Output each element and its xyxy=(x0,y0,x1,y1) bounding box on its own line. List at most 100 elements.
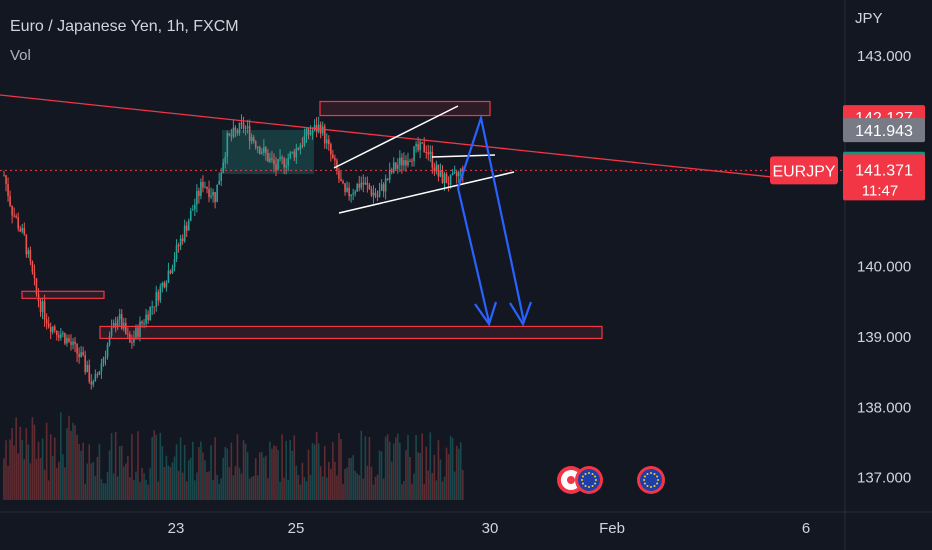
candle-body xyxy=(64,333,66,344)
volume-bar xyxy=(461,470,464,500)
volume-bar xyxy=(224,446,227,500)
volume-bar xyxy=(116,476,119,500)
volume-bar xyxy=(279,481,281,500)
candle-body xyxy=(323,126,326,144)
volume-bar xyxy=(92,462,95,500)
volume-bar xyxy=(356,473,359,500)
candle-body xyxy=(263,147,265,153)
candle-body xyxy=(55,330,58,336)
volume-bar xyxy=(76,434,78,500)
volume-bar xyxy=(143,473,145,500)
volume-bar xyxy=(208,471,210,500)
candle-body xyxy=(328,139,330,145)
volume-bar xyxy=(86,463,89,500)
candle-body xyxy=(348,187,350,197)
demand-zone xyxy=(99,325,603,340)
volume-bar xyxy=(147,484,149,500)
icon-star xyxy=(588,486,590,488)
candle-body xyxy=(185,225,188,231)
volume-bar xyxy=(196,472,198,500)
candle-body xyxy=(33,272,36,279)
icon-star xyxy=(646,485,649,488)
volume-bar xyxy=(244,443,247,500)
candle-body xyxy=(96,374,99,376)
candle-body xyxy=(238,122,241,134)
candle-body xyxy=(29,250,32,262)
volume-bar xyxy=(137,431,139,500)
volume-bar xyxy=(315,431,318,500)
time-axis[interactable]: 23 25 30 Feb 6 xyxy=(0,511,932,537)
icon-star xyxy=(643,482,646,485)
volume-bar xyxy=(104,483,107,500)
volume-bar xyxy=(37,441,40,500)
candle-body xyxy=(133,337,135,343)
volume-bar xyxy=(33,424,36,500)
volume-bar xyxy=(368,436,371,500)
volume-bar xyxy=(289,440,292,500)
time-tick-label: 30 xyxy=(482,520,499,537)
candle-body xyxy=(419,142,421,151)
candle-body xyxy=(200,181,202,196)
volume-bar xyxy=(202,452,204,500)
candle-body xyxy=(53,326,56,331)
volume-bar xyxy=(340,439,342,500)
volume-bar xyxy=(447,454,450,500)
candle-body xyxy=(25,234,28,255)
volume-indicator-label[interactable]: Vol xyxy=(10,47,31,64)
volume-histogram xyxy=(3,412,464,500)
volume-bar xyxy=(285,440,287,500)
volume-bar xyxy=(305,481,308,500)
candle-body xyxy=(41,301,44,312)
volume-bar xyxy=(212,479,214,500)
candle-body xyxy=(78,353,80,358)
volume-bar xyxy=(82,442,84,500)
volume-bar xyxy=(403,480,405,500)
volume-bar xyxy=(269,441,271,500)
volume-bar xyxy=(155,434,158,500)
candle-body xyxy=(421,142,423,144)
volume-bar xyxy=(364,436,367,500)
volume-bar xyxy=(325,477,328,500)
volume-bar xyxy=(47,480,50,500)
economic-events[interactable] xyxy=(557,466,665,494)
price-axis[interactable]: 143.000 140.000 139.000 138.000 137.000 xyxy=(844,0,911,550)
flag-eu-icon[interactable] xyxy=(575,466,603,494)
candle-body xyxy=(202,181,204,188)
candle-body xyxy=(84,355,86,373)
candle-body xyxy=(66,338,68,344)
projection-arrow-1 xyxy=(456,187,491,323)
volume-bar xyxy=(175,444,178,500)
candle-body xyxy=(143,323,145,325)
last-price-text: 141.371 xyxy=(855,162,913,179)
volume-bar xyxy=(277,449,279,500)
candle-body xyxy=(39,301,42,312)
flag-eu-icon[interactable] xyxy=(637,466,665,494)
candle-body xyxy=(228,133,231,136)
volume-bar xyxy=(129,477,131,500)
candle-body xyxy=(275,164,277,170)
candle-body xyxy=(88,365,91,382)
volume-bar xyxy=(198,447,200,500)
volume-bar xyxy=(256,475,259,500)
volume-bar xyxy=(94,476,97,500)
candle-body xyxy=(206,187,208,189)
drawing-zones[interactable] xyxy=(21,100,603,340)
volume-bar xyxy=(122,466,125,500)
drawing-lines[interactable] xyxy=(0,94,845,327)
candle-body xyxy=(441,170,444,183)
candle-body xyxy=(90,381,93,385)
volume-bar xyxy=(35,458,38,500)
volume-bar xyxy=(64,467,66,500)
candle-body xyxy=(293,151,296,158)
volume-bar xyxy=(254,458,257,500)
candle-body xyxy=(443,173,446,183)
candle-body xyxy=(127,333,129,335)
volume-bar xyxy=(386,434,389,500)
volume-bar xyxy=(405,450,407,500)
symbol-title[interactable]: Euro / Japanese Yen, 1h, FXCM xyxy=(10,18,239,35)
volume-bar xyxy=(275,446,277,500)
volume-bar xyxy=(13,445,15,500)
candle-body xyxy=(157,292,160,301)
